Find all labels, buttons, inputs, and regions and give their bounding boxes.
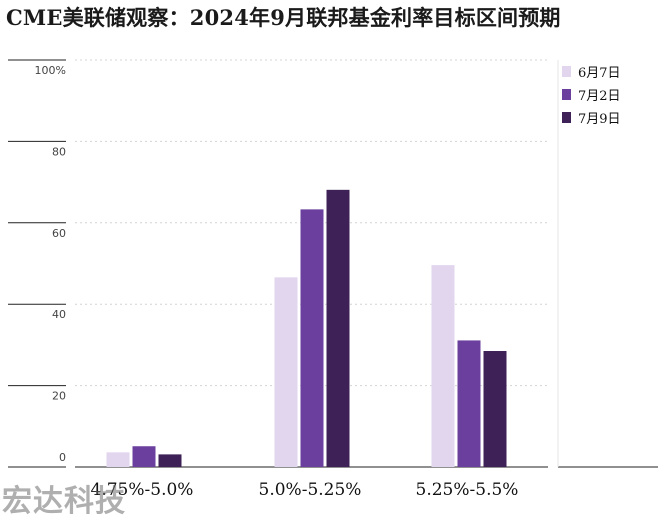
legend-swatch [562,66,571,77]
bar [300,209,324,467]
bars [106,189,507,467]
x-tick-label: 5.0%-5.25% [259,480,362,500]
y-tick-label: 80 [52,145,66,158]
bar [431,265,455,467]
bar [326,189,350,467]
legend-swatch [562,112,571,123]
y-tick-label: 20 [52,390,66,403]
bar [106,452,130,467]
x-tick-label: 5.25%-5.5% [416,480,519,500]
y-axis: 0 20 40 60 80 100% [8,59,66,468]
x-tick-label: 4.75%-5.0% [91,480,194,500]
bar [483,351,507,467]
y-tick-label: 60 [52,227,66,240]
legend-label: 6月7日 [578,66,621,81]
x-axis: 4.75%-5.0% 5.0%-5.25% 5.25%-5.5% [91,480,519,500]
y-tick-label: 0 [59,451,66,464]
legend-label: 7月9日 [578,112,621,127]
legend-label: 7月2日 [578,89,621,104]
legend-swatch [562,89,571,100]
y-tick-label: 100% [35,64,66,77]
y-tick-label: 40 [52,308,66,321]
bar [274,277,298,467]
bar [158,454,182,467]
watermark-logo: 宏达科技 [2,484,126,519]
bar [132,446,156,467]
legend: 6月7日 7月2日 7月9日 [562,66,621,127]
bar [457,340,481,467]
chart-title: CME美联储观察：2024年9月联邦基金利率目标区间预期 [6,5,561,30]
